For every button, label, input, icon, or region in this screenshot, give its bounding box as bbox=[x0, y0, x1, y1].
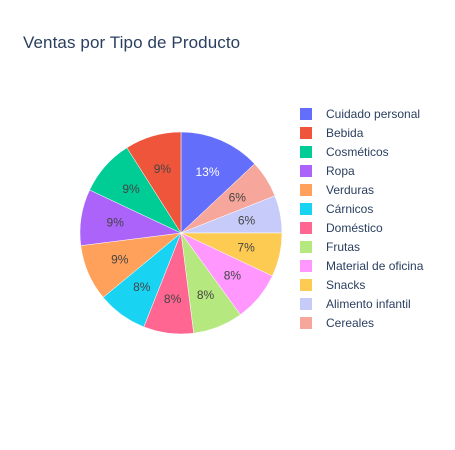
legend-label: Material de oficina bbox=[326, 259, 424, 273]
legend-label: Cereales bbox=[326, 316, 374, 330]
legend-swatch bbox=[300, 222, 312, 234]
legend-item-ropa[interactable]: Ropa bbox=[300, 164, 355, 178]
legend-swatch bbox=[300, 241, 312, 253]
legend-swatch bbox=[300, 108, 312, 120]
slice-label-frutas: 8% bbox=[197, 288, 215, 302]
legend-label: Doméstico bbox=[326, 221, 383, 235]
slice-label-cuidado-personal: 13% bbox=[195, 165, 219, 179]
legend-label: Verduras bbox=[326, 183, 374, 197]
pie-labels: 13% 6% 6% 7% 8% 8% 8% 8% 9% 9% 9% 9% bbox=[107, 162, 256, 306]
pie-slices bbox=[79, 131, 283, 335]
slice-label-verduras: 9% bbox=[111, 253, 129, 267]
legend-item-frutas[interactable]: Frutas bbox=[300, 240, 360, 254]
legend-label: Frutas bbox=[326, 240, 360, 254]
slice-label-cereales: 6% bbox=[229, 190, 247, 204]
legend-item-cosmeticos[interactable]: Cosméticos bbox=[300, 145, 389, 159]
legend-swatch bbox=[300, 279, 312, 291]
legend-item-snacks[interactable]: Snacks bbox=[300, 278, 365, 292]
legend-swatch bbox=[300, 298, 312, 310]
legend-item-cereales[interactable]: Cereales bbox=[300, 316, 374, 330]
legend-label: Snacks bbox=[326, 278, 365, 292]
slice-label-cosmeticos: 9% bbox=[122, 182, 140, 196]
legend-item-domestico[interactable]: Doméstico bbox=[300, 221, 383, 235]
legend-item-cuidado-personal[interactable]: Cuidado personal bbox=[300, 107, 420, 121]
pie-slice-bebida[interactable] bbox=[126, 131, 182, 234]
legend-label: Cosméticos bbox=[326, 145, 389, 159]
legend-item-carnicos[interactable]: Cárnicos bbox=[300, 202, 373, 216]
slice-label-material-de-oficina: 8% bbox=[224, 269, 242, 283]
legend-swatch bbox=[300, 127, 312, 139]
pie-slice-cuidado-personal[interactable] bbox=[180, 131, 255, 234]
slice-label-domestico: 8% bbox=[164, 292, 182, 306]
slice-label-carnicos: 8% bbox=[133, 280, 151, 294]
legend-swatch bbox=[300, 184, 312, 196]
legend-label: Cárnicos bbox=[326, 202, 373, 216]
legend-swatch bbox=[300, 203, 312, 215]
legend-label: Bebida bbox=[326, 126, 364, 140]
legend-item-material-de-oficina[interactable]: Material de oficina bbox=[300, 259, 424, 273]
slice-label-snacks: 7% bbox=[237, 241, 255, 255]
legend-swatch bbox=[300, 317, 312, 329]
legend-item-bebida[interactable]: Bebida bbox=[300, 126, 364, 140]
slice-label-alimento-infantil: 6% bbox=[238, 214, 256, 228]
legend-label: Ropa bbox=[326, 164, 355, 178]
legend-label: Alimento infantil bbox=[326, 297, 411, 311]
legend: Cuidado personal Bebida Cosméticos Ropa Verd… bbox=[300, 107, 424, 330]
slice-label-ropa: 9% bbox=[107, 216, 125, 230]
legend-item-verduras[interactable]: Verduras bbox=[300, 183, 374, 197]
legend-item-alimento-infantil[interactable]: Alimento infantil bbox=[300, 297, 411, 311]
chart-title: Ventas por Tipo de Producto bbox=[23, 33, 241, 52]
legend-swatch bbox=[300, 260, 312, 272]
legend-swatch bbox=[300, 165, 312, 177]
legend-label: Cuidado personal bbox=[326, 107, 420, 121]
legend-swatch bbox=[300, 146, 312, 158]
slice-label-bebida: 9% bbox=[154, 162, 172, 176]
